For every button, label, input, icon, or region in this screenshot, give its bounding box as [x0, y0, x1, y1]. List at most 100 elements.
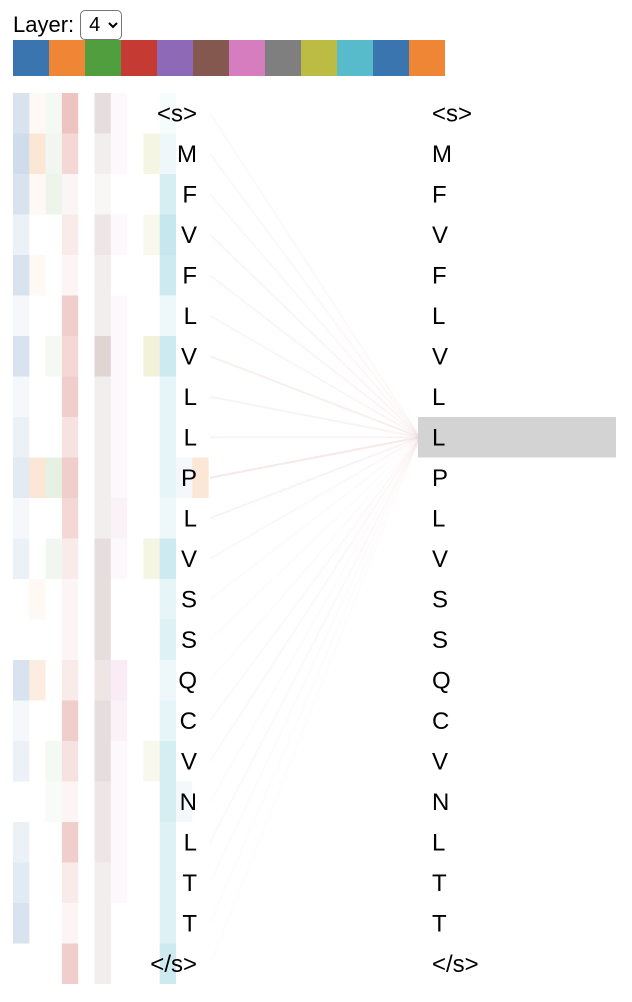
attention-cell	[176, 457, 193, 498]
attention-cell	[61, 174, 79, 215]
layer-select[interactable]: 4	[80, 10, 123, 40]
attention-cell	[110, 336, 128, 377]
right-token[interactable]: <s>	[432, 100, 472, 127]
attention-cell	[13, 133, 30, 174]
head-swatch[interactable]	[193, 40, 229, 76]
attention-cell	[143, 741, 160, 782]
right-token[interactable]: N	[432, 789, 449, 816]
attention-cell	[29, 93, 46, 134]
left-token[interactable]: F	[182, 262, 197, 289]
attention-cell	[110, 741, 128, 782]
attention-cell	[94, 174, 111, 215]
head-swatch[interactable]	[229, 40, 265, 76]
head-swatch[interactable]	[157, 40, 193, 76]
right-token[interactable]: L	[432, 505, 445, 532]
left-token[interactable]: T	[182, 870, 197, 897]
right-token[interactable]: F	[432, 181, 447, 208]
attention-cell	[110, 781, 128, 822]
attention-line	[209, 436, 421, 762]
attention-cell	[13, 174, 30, 215]
head-swatch[interactable]	[49, 40, 85, 76]
right-token[interactable]: L	[432, 424, 445, 451]
right-token[interactable]: S	[432, 627, 448, 654]
attention-line	[209, 193, 421, 438]
left-token[interactable]: L	[184, 505, 197, 532]
attention-cell	[159, 660, 176, 701]
head-swatch[interactable]	[337, 40, 373, 76]
head-swatch[interactable]	[301, 40, 337, 76]
left-token[interactable]: V	[181, 343, 197, 370]
left-token[interactable]: L	[184, 424, 197, 451]
right-token[interactable]: </s>	[432, 951, 479, 978]
left-token[interactable]: V	[181, 546, 197, 573]
attention-cell	[61, 538, 79, 579]
attention-cell	[110, 214, 128, 255]
attention-cell	[45, 781, 62, 822]
right-token[interactable]: C	[432, 708, 449, 735]
left-token[interactable]: <s>	[157, 100, 197, 127]
right-token[interactable]: S	[432, 586, 448, 613]
right-token[interactable]: V	[432, 546, 448, 573]
layer-label: Layer:	[13, 12, 75, 37]
left-token[interactable]: </s>	[150, 951, 197, 978]
attention-cell	[61, 295, 79, 336]
left-token[interactable]: T	[182, 910, 197, 937]
attention-cell	[61, 660, 79, 701]
right-token[interactable]: M	[432, 141, 452, 168]
right-token[interactable]: V	[432, 343, 448, 370]
left-token[interactable]: Q	[178, 667, 197, 694]
right-token[interactable]: V	[432, 748, 448, 775]
attention-cell	[13, 457, 30, 498]
right-token[interactable]: Q	[432, 667, 451, 694]
right-token[interactable]: P	[432, 465, 448, 492]
head-swatch[interactable]	[265, 40, 301, 76]
attention-cell	[94, 903, 111, 944]
right-token[interactable]: L	[432, 303, 445, 330]
attention-line	[209, 436, 421, 884]
right-token[interactable]: T	[432, 870, 447, 897]
right-token[interactable]: L	[432, 829, 445, 856]
attention-cell	[110, 700, 128, 741]
left-token[interactable]: V	[181, 222, 197, 249]
attention-cell	[13, 741, 30, 782]
attention-cell	[61, 943, 79, 984]
right-token[interactable]: T	[432, 910, 447, 937]
attention-cell	[143, 214, 160, 255]
attention-cell	[61, 619, 79, 660]
attention-cell	[94, 579, 111, 620]
attention-line	[209, 234, 421, 438]
left-token[interactable]: L	[184, 829, 197, 856]
attention-cell	[159, 538, 176, 579]
left-token[interactable]: P	[181, 465, 197, 492]
attention-cell	[13, 417, 30, 458]
attention-cell	[13, 214, 30, 255]
attention-cell	[61, 903, 79, 944]
attention-cell	[159, 93, 176, 134]
attention-cell	[159, 498, 176, 539]
head-swatch[interactable]	[85, 40, 121, 76]
left-token[interactable]: L	[184, 384, 197, 411]
attention-line	[209, 395, 421, 439]
left-token[interactable]: C	[180, 708, 197, 735]
left-token[interactable]: L	[184, 303, 197, 330]
attention-cell	[159, 376, 176, 417]
head-swatch[interactable]	[13, 40, 49, 76]
left-token[interactable]: S	[181, 627, 197, 654]
right-token[interactable]: F	[432, 262, 447, 289]
right-token[interactable]: V	[432, 222, 448, 249]
left-token[interactable]: F	[182, 181, 197, 208]
attention-line	[209, 436, 421, 560]
head-swatch[interactable]	[409, 40, 445, 76]
left-token[interactable]: S	[181, 586, 197, 613]
attention-cell	[29, 457, 46, 498]
selection-highlight-group	[418, 417, 616, 458]
right-token[interactable]: L	[432, 384, 445, 411]
left-token[interactable]: V	[181, 748, 197, 775]
attention-cell	[94, 741, 111, 782]
left-token[interactable]: M	[177, 141, 197, 168]
left-token[interactable]: N	[180, 789, 197, 816]
head-swatch[interactable]	[373, 40, 409, 76]
head-swatch[interactable]	[121, 40, 157, 76]
attention-line	[209, 274, 421, 439]
